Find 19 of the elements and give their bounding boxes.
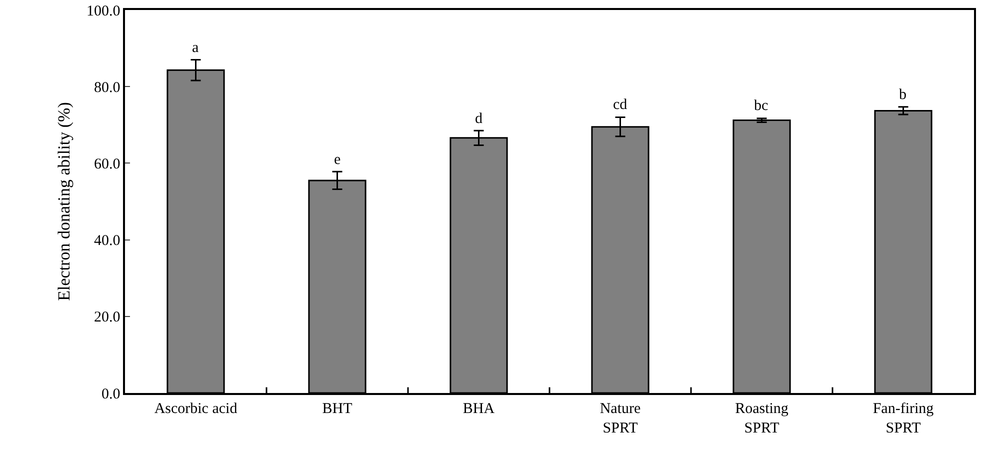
y-tick-label: 20.0: [94, 310, 120, 326]
annotation: e: [334, 152, 341, 168]
y-axis-title: Electron donating ability (%): [54, 102, 74, 301]
y-tick-label: 100.0: [86, 3, 120, 20]
annotation: a: [192, 40, 199, 56]
x-tick-label: BHT: [322, 400, 352, 417]
x-tick-label: Ascorbic acid: [154, 400, 238, 417]
annotation: bc: [754, 98, 768, 114]
y-tick-label: 40.0: [94, 233, 120, 250]
x-tick-label: BHA: [462, 400, 495, 417]
annotation: b: [899, 87, 906, 103]
y-tick-label: 0.0: [102, 386, 120, 402]
x-tick-label: Fan-firing SPRT: [872, 400, 934, 436]
x-tick-label: Nature SPRT: [600, 400, 641, 436]
y-tick-label: 80.0: [94, 80, 120, 96]
y-tick-label: 60.0: [94, 156, 120, 172]
annotation: cd: [613, 97, 628, 113]
x-tick-label: Roasting SPRT: [735, 400, 789, 436]
annotation: d: [475, 111, 483, 127]
